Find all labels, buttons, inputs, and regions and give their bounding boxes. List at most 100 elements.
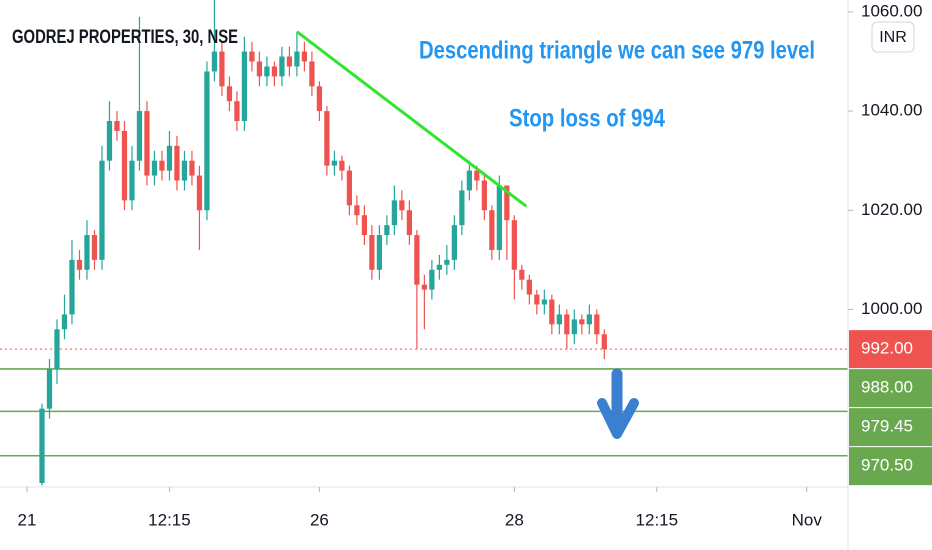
x-tick-label: 21 bbox=[18, 510, 37, 529]
candle-body bbox=[151, 160, 158, 176]
candle-body bbox=[99, 160, 105, 260]
currency-button[interactable]: INR bbox=[871, 21, 915, 53]
candle-body bbox=[69, 259, 75, 315]
candle-body bbox=[129, 160, 135, 201]
down-arrow bbox=[597, 368, 639, 439]
candle-body bbox=[174, 145, 180, 181]
candle-body bbox=[226, 86, 233, 102]
candle-body bbox=[601, 334, 607, 350]
candle-body bbox=[504, 185, 510, 221]
x-tick-label: 12:15 bbox=[636, 510, 679, 529]
y-tick-label: 1040.00 bbox=[861, 101, 922, 120]
price-label-box bbox=[849, 330, 932, 369]
candle-body bbox=[354, 205, 360, 216]
chart-title: GODREJ PROPERTIES, 30, NSE bbox=[12, 27, 238, 48]
candle-body bbox=[489, 210, 495, 250]
candle-body bbox=[271, 66, 278, 77]
candle-body bbox=[46, 368, 53, 409]
annotation: Stop loss of 994 bbox=[509, 105, 665, 133]
candle-body bbox=[241, 51, 248, 122]
candle-body bbox=[249, 51, 255, 62]
candle-body bbox=[594, 314, 600, 335]
candle-body bbox=[106, 121, 113, 161]
candle-body bbox=[84, 235, 90, 270]
candle-body bbox=[166, 145, 173, 171]
x-tick-label: 28 bbox=[505, 510, 524, 529]
candle-body bbox=[286, 56, 293, 67]
candle-body bbox=[309, 61, 315, 87]
candle-body bbox=[466, 170, 472, 191]
candle-body bbox=[519, 269, 525, 280]
candle-body bbox=[481, 180, 487, 211]
candle-body bbox=[91, 235, 98, 260]
price-label-box bbox=[849, 408, 932, 447]
candle-body bbox=[406, 210, 413, 236]
candle-body bbox=[444, 259, 450, 265]
price-label-box bbox=[849, 447, 932, 486]
candle-body bbox=[586, 314, 592, 325]
plot-area bbox=[0, 0, 848, 486]
price-label: 988.00 bbox=[861, 378, 913, 397]
candle-body bbox=[121, 130, 128, 201]
candle-body bbox=[579, 319, 585, 325]
candle-body bbox=[384, 225, 390, 236]
candle-body bbox=[196, 175, 203, 211]
candle-body bbox=[301, 51, 308, 62]
candle-body bbox=[346, 170, 353, 206]
candle-body bbox=[361, 215, 368, 236]
candle-body bbox=[39, 408, 45, 484]
price-label: 992.00 bbox=[861, 339, 913, 358]
candle-body bbox=[421, 284, 427, 290]
currency-label[interactable]: INR bbox=[879, 29, 907, 46]
candle-body bbox=[526, 279, 532, 295]
price-label-box bbox=[849, 369, 932, 408]
candle-body bbox=[556, 314, 562, 325]
candle-body bbox=[316, 86, 323, 112]
trend-line bbox=[296, 30, 528, 208]
price-label: 970.50 bbox=[861, 456, 913, 475]
candle-body bbox=[294, 51, 300, 67]
candle-body bbox=[144, 111, 150, 176]
candle-body bbox=[451, 225, 457, 260]
candle-body bbox=[136, 111, 143, 161]
candle-body bbox=[399, 200, 405, 211]
candle-body bbox=[324, 111, 330, 166]
x-tick-label: 26 bbox=[310, 510, 329, 529]
candle-body bbox=[61, 314, 68, 330]
candle-body bbox=[511, 220, 517, 270]
candle-body bbox=[331, 160, 338, 166]
axis-layer: 1000.00 1020.00 1040.00 1060.00 21 12:15 26 28 1… bbox=[18, 1, 932, 529]
x-tick-label: 12:15 bbox=[148, 510, 191, 529]
candle-body bbox=[436, 264, 442, 270]
candle-body bbox=[76, 259, 83, 270]
candle-body bbox=[496, 185, 502, 250]
candle-body bbox=[459, 190, 465, 226]
candle-body bbox=[181, 160, 188, 181]
y-tick-label: 1060.00 bbox=[861, 1, 922, 20]
price-label: 979.45 bbox=[861, 417, 913, 436]
candle-body bbox=[279, 56, 285, 77]
candle-body bbox=[339, 160, 345, 171]
candle-body bbox=[549, 299, 555, 325]
candle-body bbox=[256, 61, 263, 77]
candle-body bbox=[54, 329, 60, 369]
candle-body bbox=[474, 170, 480, 181]
candle-body bbox=[534, 294, 540, 305]
candle-body bbox=[189, 160, 195, 176]
candle-body bbox=[376, 235, 383, 270]
candle-body bbox=[114, 121, 120, 131]
candle-body bbox=[391, 200, 398, 226]
candle-body bbox=[571, 319, 577, 335]
candle-body bbox=[541, 299, 547, 305]
candle-body bbox=[219, 51, 225, 87]
y-tick-label: 1000.00 bbox=[861, 299, 922, 318]
candle-body bbox=[414, 235, 420, 285]
candle-body bbox=[564, 314, 570, 335]
annotation: Descending triangle we can see 979 level bbox=[419, 37, 815, 65]
candle-body bbox=[234, 101, 240, 122]
candle-body bbox=[429, 269, 435, 290]
candle-body bbox=[264, 66, 270, 77]
y-tick-label: 1020.00 bbox=[861, 200, 922, 219]
